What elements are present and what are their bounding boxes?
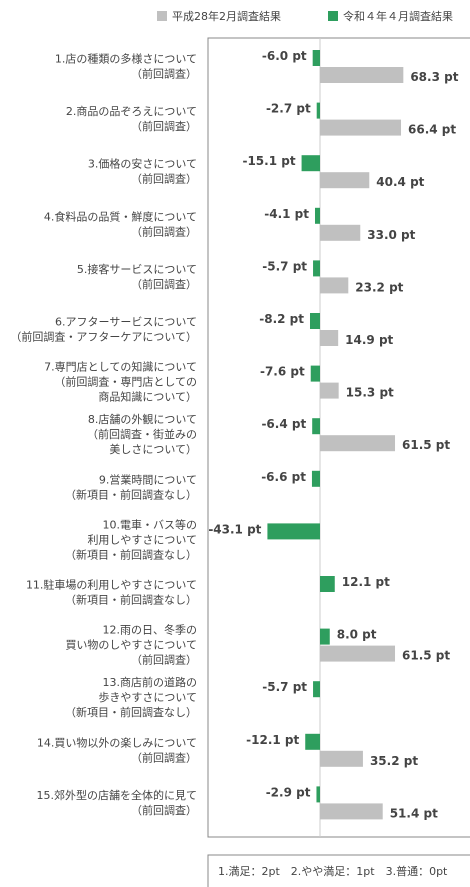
bar [313, 260, 320, 277]
bar [320, 382, 339, 399]
category-label: 歩きやすさについて [98, 690, 197, 704]
bar [320, 330, 339, 346]
bar [320, 67, 404, 83]
value-label: 66.4 pt [408, 123, 456, 137]
value-label: -15.1 pt [242, 154, 295, 168]
bar [311, 470, 320, 487]
value-label: 35.2 pt [370, 754, 418, 768]
bar [320, 645, 396, 662]
bar [320, 576, 335, 592]
value-label: -6.4 pt [261, 417, 306, 431]
category-label: （前回調査） [131, 803, 197, 817]
bar [320, 224, 361, 241]
bar [312, 50, 320, 66]
legend-swatch [157, 11, 167, 21]
value-label: 33.0 pt [367, 228, 415, 242]
category-label: 利用しやすさについて [87, 533, 197, 546]
plot-frame [207, 37, 470, 838]
bar [312, 418, 320, 435]
category-label: 美しさについて） [109, 443, 197, 456]
category-label: 11.駐車場の利用しやすさについて [26, 578, 197, 592]
category-label: 9.営業時間について [99, 472, 197, 486]
bar [316, 786, 320, 803]
value-label: 51.4 pt [390, 806, 438, 820]
value-label: 15.3 pt [346, 386, 394, 400]
category-label: （前回調査） [131, 172, 197, 186]
category-label: 1.店の種類の多様さについて [55, 52, 197, 66]
bar [309, 313, 320, 329]
footnote: 1.満足：2pt 2.やや満足：1pt 3.普通：0pt [218, 864, 448, 878]
bar [320, 435, 396, 452]
legend-label: 令和４年４月調査結果 [343, 9, 453, 23]
category-label: 6.アフターサービスについて [55, 316, 197, 329]
value-label: -8.2 pt [259, 312, 304, 326]
bar [320, 119, 402, 136]
category-label: （新項目・前回調査なし） [65, 705, 197, 719]
category-label: 2.商品の品ぞろえについて [66, 104, 197, 118]
category-label: 10.電車・バス等の [103, 517, 198, 531]
category-label: 7.専門店としての知識について [44, 360, 197, 374]
bar [320, 277, 349, 294]
value-label: 61.5 pt [402, 649, 450, 663]
category-label: （新項目・前回調査なし） [65, 593, 197, 607]
value-label: -6.0 pt [262, 49, 307, 63]
category-label: 13.商店前の道路の [103, 675, 198, 689]
legend-label: 平成28年2月調査結果 [172, 9, 281, 23]
category-label: （前回調査・アフターケアについて） [10, 330, 197, 344]
value-label: -5.7 pt [262, 680, 307, 694]
category-label: （前回調査） [131, 67, 197, 81]
value-label: 40.4 pt [376, 175, 424, 189]
category-label: 8.店舗の外観について [88, 412, 197, 426]
category-label: 買い物のしやすさについて [65, 638, 197, 652]
category-label: 14.買い物以外の楽しみについて [37, 735, 197, 749]
value-label: -4.1 pt [264, 207, 309, 221]
category-label: （前回調査） [131, 653, 197, 667]
value-label: 68.3 pt [410, 70, 458, 84]
bar [320, 172, 370, 189]
value-label: -2.9 pt [266, 785, 311, 799]
category-label: 商品知識について） [98, 390, 197, 404]
value-label: -7.6 pt [260, 365, 305, 379]
category-label: 15.郊外型の店舗を全体的に見て [37, 788, 198, 802]
value-label: -5.7 pt [262, 259, 307, 273]
legend-swatch [328, 11, 338, 21]
value-label: 61.5 pt [402, 438, 450, 452]
category-label: （前回調査） [131, 224, 197, 238]
category-label: （前回調査） [131, 277, 197, 291]
footnote-box [207, 854, 470, 887]
category-label: （新項目・前回調査なし） [65, 547, 197, 561]
value-label: -2.7 pt [266, 102, 311, 116]
category-label: （新項目・前回調査なし） [65, 487, 197, 501]
category-label: 4.食料品の品質・鮮度について [44, 209, 197, 223]
bar [320, 628, 330, 645]
category-label: 5.接客サービスについて [77, 262, 197, 276]
category-label: （前回調査・専門店としての [54, 375, 197, 389]
bar [313, 681, 320, 698]
category-label: 12.雨の日、冬季の [103, 623, 198, 637]
value-label: 14.9 pt [345, 333, 393, 347]
value-label: 12.1 pt [342, 575, 390, 589]
category-label: 3.価格の安さについて [88, 157, 197, 171]
bar [320, 750, 363, 767]
category-label: （前回調査） [131, 750, 197, 764]
value-label: -12.1 pt [246, 733, 299, 747]
bar [305, 733, 320, 750]
category-label: （前回調査） [131, 119, 197, 133]
bar [310, 365, 320, 382]
bar [301, 155, 320, 172]
value-label: -43.1 pt [208, 522, 261, 536]
value-label: 8.0 pt [337, 628, 377, 642]
value-label: 23.2 pt [355, 280, 403, 294]
category-label: （前回調査・街並みの [87, 427, 197, 441]
bar [267, 523, 320, 540]
value-label: -6.6 pt [261, 470, 306, 484]
bar [320, 803, 383, 820]
bar [314, 207, 320, 224]
bar [316, 102, 320, 119]
